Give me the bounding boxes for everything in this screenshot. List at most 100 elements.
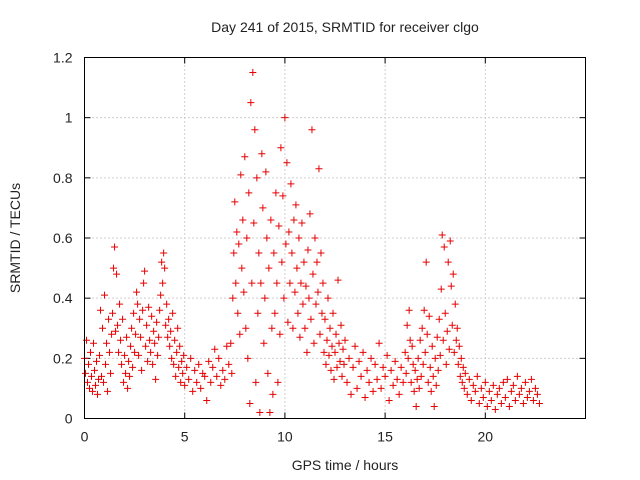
data-point (114, 321, 122, 329)
data-point (183, 363, 191, 371)
data-point (425, 312, 433, 320)
data-point (193, 378, 201, 386)
chart-title: Day 241 of 2015, SRMTID for receiver clg… (211, 19, 479, 35)
data-point (307, 315, 315, 323)
data-point (215, 354, 223, 362)
data-point (177, 378, 185, 386)
data-point (238, 264, 246, 272)
data-point (434, 366, 442, 374)
data-point (448, 321, 456, 329)
data-point (101, 291, 109, 299)
data-point (242, 324, 250, 332)
data-point (475, 399, 483, 407)
data-point (446, 237, 454, 245)
data-point (308, 126, 316, 134)
data-point (129, 363, 137, 371)
data-point (338, 372, 346, 380)
data-point (403, 321, 411, 329)
data-point (91, 366, 99, 374)
data-point (323, 336, 331, 344)
data-point (97, 306, 105, 314)
data-point (339, 345, 347, 353)
data-point (309, 270, 317, 278)
data-point (535, 399, 543, 407)
data-point (487, 396, 495, 404)
data-point (235, 240, 243, 248)
data-point (136, 315, 144, 323)
data-point (371, 360, 379, 368)
data-point (332, 330, 340, 338)
data-point (245, 189, 253, 197)
data-point (225, 360, 233, 368)
y-tick-label: 1.2 (53, 50, 73, 66)
data-point (174, 324, 182, 332)
data-point (299, 300, 307, 308)
data-point (312, 300, 320, 308)
data-point (228, 369, 236, 377)
data-point (452, 336, 460, 344)
data-point (363, 366, 371, 374)
data-point (239, 216, 247, 224)
data-point (231, 198, 239, 206)
data-point (313, 258, 321, 266)
data-point (278, 258, 286, 266)
data-point (213, 372, 221, 380)
data-point (255, 249, 263, 257)
data-point (507, 387, 515, 395)
data-point (148, 312, 156, 320)
data-point (460, 384, 468, 392)
data-point (227, 339, 235, 347)
data-point (513, 372, 521, 380)
data-point (92, 381, 100, 389)
data-point (343, 378, 351, 386)
data-point (439, 336, 447, 344)
data-point (285, 228, 293, 236)
data-point (260, 339, 268, 347)
plot-frame (84, 57, 586, 419)
data-point (471, 387, 479, 395)
data-point (221, 375, 229, 383)
data-point (430, 402, 438, 410)
data-point (529, 396, 537, 404)
data-point (87, 348, 95, 356)
y-tick-label: 0.2 (53, 350, 73, 366)
data-point (347, 390, 355, 398)
data-point (279, 192, 287, 200)
data-point (325, 351, 333, 359)
data-point (270, 249, 278, 257)
data-point (463, 390, 471, 398)
data-point (481, 378, 489, 386)
x-tick-label: 15 (377, 429, 393, 445)
data-point (304, 246, 312, 254)
data-point (98, 372, 106, 380)
data-point (156, 306, 164, 314)
data-point (445, 345, 453, 353)
data-point (287, 180, 295, 188)
data-point (426, 363, 434, 371)
data-point (319, 279, 327, 287)
data-point (128, 324, 136, 332)
data-point (237, 171, 245, 179)
data-point (417, 372, 425, 380)
data-point (301, 324, 309, 332)
data-point (381, 372, 389, 380)
data-point (89, 387, 97, 395)
data-point (436, 351, 444, 359)
data-point (497, 399, 505, 407)
data-point (395, 390, 403, 398)
grid-lines (84, 57, 586, 419)
data-point (244, 354, 252, 362)
data-point (401, 348, 409, 356)
data-point (294, 309, 302, 317)
data-point (102, 360, 110, 368)
data-point (155, 333, 163, 341)
data-point (191, 366, 199, 374)
data-point (461, 369, 469, 377)
data-point (334, 276, 342, 284)
data-point (250, 219, 258, 227)
data-point (181, 381, 189, 389)
data-point (258, 150, 266, 158)
x-tick-label: 10 (277, 429, 293, 445)
data-point (246, 399, 254, 407)
data-point (84, 378, 92, 386)
